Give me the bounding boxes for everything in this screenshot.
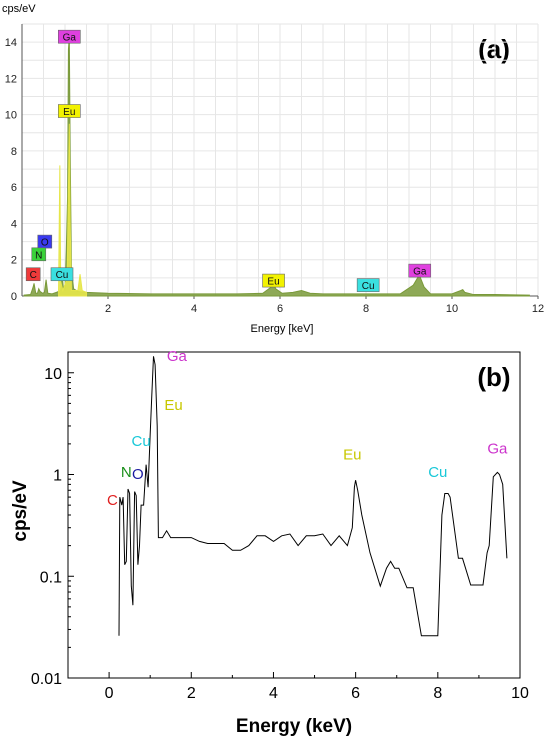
y-tick-label: 14 [5,37,17,49]
chart-a: (a) cps/eV Energy [keV] 0 2 4 6 8 10 12 14 2 4 6 8 1… [2,3,544,335]
element-badge [57,29,81,44]
element-badge [262,273,285,288]
element-badge [50,267,74,282]
element-label: Ga [167,348,188,365]
element-label: Cu [56,270,69,281]
y-tick-label: 6 [11,182,17,194]
element-label: Eu [63,107,75,118]
y-tick-label: 10 [44,366,62,383]
element-label: O [41,238,49,249]
x-tick-label: 6 [277,303,283,315]
spectrum-main-series [23,36,530,297]
element-label: Eu [267,277,279,288]
element-label: Cu [428,464,447,481]
y-tick-label: 1 [53,468,62,485]
x-axis-label-b: Energy (keV) [236,716,352,737]
spectrum-line [118,356,508,637]
element-label: N [35,250,42,261]
element-label: Ga [487,441,508,458]
element-badge [408,263,432,278]
element-label: N [121,464,132,481]
x-tick-label: 2 [187,685,196,702]
chart-b: (b) cps/eV Energy (keV) 0.01 0.1 1 10 0 2 4 6 8 1… [10,348,529,737]
spectrum-eu-series [58,123,87,297]
x-tick-label: 12 [532,303,544,315]
x-tick-label: 0 [105,685,114,702]
y-axis-label-b: cps/eV [10,480,31,542]
x-tick-label: 2 [105,303,111,315]
element-badge [25,267,41,282]
y-tick-label: 0.01 [31,671,62,688]
x-tick-label: 10 [511,685,529,702]
element-label: C [107,492,118,509]
y-tick-label: 0.1 [40,569,62,586]
element-label: O [132,466,144,483]
x-tick-label: 6 [351,685,360,702]
panel-label-b: (b) [477,362,510,392]
y-tick-label: 4 [11,218,17,230]
x-tick-label: 4 [191,303,197,315]
y-tick-label: 2 [11,255,17,267]
x-tick-label: 8 [433,685,442,702]
y-tick-label: 12 [5,73,17,85]
x-axis-label-a: Energy [keV] [251,323,314,335]
x-tick-label: 8 [363,303,369,315]
y-axis-label-a: cps/eV [2,3,36,15]
y-tick-label: 10 [5,110,17,122]
y-tick-label: 8 [11,146,17,158]
x-tick-label: 4 [269,685,278,702]
element-label: Cu [362,281,375,292]
panel-label-a: (a) [478,34,510,64]
element-badge [31,247,47,262]
x-tick-label: 10 [446,303,458,315]
element-label: Ga [63,33,77,44]
element-label: Cu [132,433,151,450]
element-label: Ga [413,267,427,278]
y-tick-label: 0 [11,291,17,303]
element-badge [356,278,380,292]
element-label: Eu [343,447,361,464]
element-label: Eu [164,397,182,414]
element-badge [57,104,81,118]
element-label: C [30,270,37,281]
